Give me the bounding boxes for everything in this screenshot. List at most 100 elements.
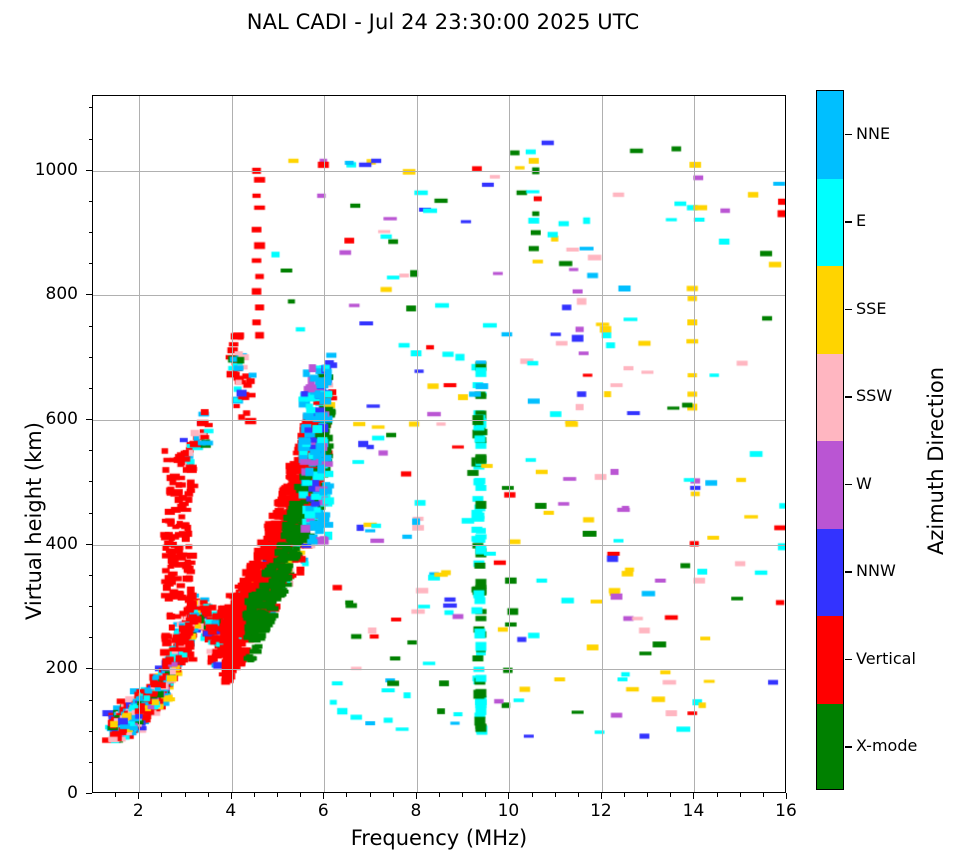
x-axis-tick bbox=[392, 793, 394, 797]
y-axis-tick bbox=[88, 356, 92, 358]
x-axis-tick bbox=[439, 793, 440, 797]
y-axis-tick bbox=[88, 699, 92, 701]
gridline-vertical bbox=[509, 96, 511, 792]
x-axis-tick-label: 12 bbox=[590, 801, 612, 821]
x-axis-tick-label: 14 bbox=[682, 801, 705, 821]
x-axis-tick bbox=[300, 793, 302, 797]
colorbar-tick bbox=[845, 221, 852, 223]
azimuth-colorbar bbox=[816, 90, 844, 790]
x-axis-tick bbox=[716, 793, 718, 797]
x-axis-tick-label: 16 bbox=[775, 801, 797, 821]
gridline-horizontal bbox=[93, 420, 785, 422]
colorbar-segment-x-mode bbox=[817, 703, 843, 789]
x-axis-tick bbox=[462, 793, 464, 797]
gridline-vertical bbox=[139, 96, 141, 792]
colorbar-segment-nne bbox=[817, 91, 843, 179]
colorbar-segment-w bbox=[817, 441, 843, 529]
y-axis-tick bbox=[88, 637, 92, 639]
y-axis-tick-label: 600 bbox=[45, 409, 78, 430]
y-axis-tick bbox=[88, 263, 92, 265]
x-axis-tick bbox=[624, 793, 626, 797]
x-axis-tick bbox=[161, 793, 163, 797]
x-axis-tick bbox=[531, 793, 533, 797]
colorbar-tick bbox=[845, 571, 852, 573]
y-axis-tick bbox=[88, 574, 92, 576]
colorbar-label-vertical: Vertical bbox=[856, 648, 916, 668]
x-axis-tick bbox=[554, 793, 556, 797]
y-axis-tick bbox=[88, 325, 92, 327]
colorbar-segment-sse bbox=[817, 266, 843, 354]
x-axis-tick bbox=[323, 793, 325, 799]
y-axis-tick bbox=[88, 387, 92, 389]
colorbar-tick bbox=[845, 483, 852, 486]
colorbar-segment-e bbox=[817, 178, 843, 266]
colorbar-label-sse: SSE bbox=[856, 298, 887, 318]
colorbar-tick bbox=[845, 746, 852, 748]
colorbar-tick bbox=[845, 396, 852, 398]
y-axis-tick-label: 800 bbox=[45, 284, 78, 305]
colorbar-tick bbox=[845, 308, 852, 311]
y-axis-tick bbox=[88, 200, 92, 202]
x-axis-tick bbox=[693, 793, 695, 799]
y-axis-tick-label: 400 bbox=[45, 533, 78, 554]
x-axis-tick bbox=[647, 793, 649, 797]
y-axis-tick bbox=[88, 138, 92, 140]
y-axis-tick-label: 200 bbox=[45, 658, 78, 679]
x-axis-tick bbox=[253, 793, 255, 797]
colorbar-tick bbox=[845, 658, 852, 661]
x-axis-tick bbox=[277, 793, 279, 797]
plot-area bbox=[92, 95, 786, 793]
y-axis-tick bbox=[86, 793, 92, 794]
y-axis-tick bbox=[86, 169, 92, 171]
colorbar-segment-nnw bbox=[817, 528, 843, 616]
gridline-horizontal bbox=[93, 295, 785, 297]
y-axis-title: Virtual height (km) bbox=[22, 422, 46, 620]
page-title: NAL CADI - Jul 24 23:30:00 2025 UTC bbox=[246, 10, 640, 34]
x-axis-tick-label: 6 bbox=[317, 801, 329, 821]
gridline-horizontal bbox=[93, 669, 785, 671]
y-axis-tick bbox=[88, 232, 92, 234]
x-axis-tick-label: 10 bbox=[497, 801, 520, 821]
gridline-vertical bbox=[416, 96, 418, 792]
x-axis-tick bbox=[762, 793, 764, 797]
x-axis-tick bbox=[786, 793, 787, 799]
gridline-horizontal bbox=[93, 170, 785, 172]
x-axis-tick bbox=[600, 793, 602, 799]
y-axis-tick bbox=[86, 543, 92, 545]
y-axis-tick bbox=[86, 294, 92, 296]
y-axis-tick bbox=[88, 606, 92, 608]
gridline-vertical bbox=[601, 96, 603, 792]
x-axis-title: Frequency (MHz) bbox=[350, 826, 528, 850]
x-axis-tick bbox=[577, 793, 579, 797]
y-axis-tick-label: 1000 bbox=[34, 159, 78, 180]
x-axis-tick-label: 2 bbox=[132, 801, 144, 821]
y-axis-tick bbox=[86, 419, 92, 421]
x-axis-tick bbox=[230, 793, 232, 799]
y-axis-tick bbox=[88, 512, 92, 514]
y-axis-tick bbox=[88, 761, 92, 763]
x-axis-tick bbox=[670, 793, 672, 797]
y-axis-tick bbox=[88, 730, 92, 732]
echo-scatter-canvas bbox=[93, 96, 785, 792]
colorbar-label-nnw: NNW bbox=[856, 561, 896, 581]
gridline-vertical bbox=[694, 96, 696, 792]
y-axis-tick bbox=[88, 481, 92, 483]
colorbar-segment-ssw bbox=[817, 353, 843, 441]
x-axis-tick bbox=[138, 793, 140, 799]
colorbar-tick bbox=[845, 133, 852, 136]
x-axis-tick bbox=[415, 793, 417, 799]
x-axis-tick bbox=[346, 793, 348, 797]
x-axis-tick-label: 4 bbox=[225, 801, 237, 821]
x-axis-tick bbox=[369, 793, 371, 797]
y-axis-tick bbox=[86, 668, 92, 670]
colorbar-label-ssw: SSW bbox=[856, 386, 893, 406]
colorbar-title: Azimuth Direction bbox=[924, 366, 948, 555]
y-axis-tick bbox=[88, 450, 92, 452]
x-axis-tick bbox=[508, 793, 510, 799]
x-axis-tick bbox=[739, 793, 741, 797]
gridline-vertical bbox=[324, 96, 326, 792]
gridline-vertical bbox=[231, 96, 233, 792]
x-axis-tick-label: 8 bbox=[410, 801, 422, 821]
colorbar-label-x-mode: X-mode bbox=[856, 736, 918, 756]
